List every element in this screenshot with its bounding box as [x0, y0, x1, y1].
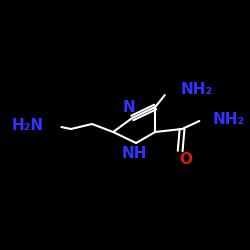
Text: O: O [180, 152, 192, 166]
Text: NH₂: NH₂ [180, 82, 212, 96]
Text: N: N [123, 100, 136, 116]
Text: NH₂: NH₂ [213, 112, 245, 126]
Text: H₂N: H₂N [12, 118, 44, 134]
Text: NH: NH [122, 146, 147, 162]
